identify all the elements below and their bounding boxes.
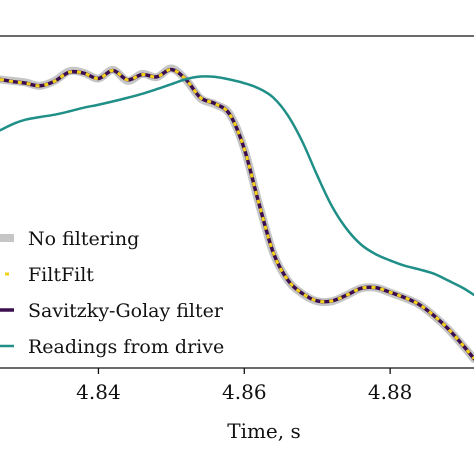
- x-axis-ticks: 4.84 4.86 4.88: [76, 368, 412, 404]
- legend-entry-savitzky-golay: Savitzky-Golay filter: [0, 300, 224, 322]
- series-layer: [0, 64, 474, 364]
- legend-label-savitzky-golay: Savitzky-Golay filter: [28, 300, 224, 322]
- series-readings-from-drive: [0, 75, 474, 297]
- x-axis-label: Time, s: [227, 419, 301, 443]
- series-savitzky-golay: [0, 67, 474, 361]
- x-tick-label: 4.88: [368, 380, 413, 404]
- legend-entry-no-filtering: No filtering: [0, 228, 139, 250]
- x-tick-label: 4.84: [76, 380, 121, 404]
- legend-entry-filtfilt: FiltFilt: [0, 264, 94, 286]
- legend-label-readings-from-drive: Readings from drive: [28, 336, 224, 358]
- plot-area: 4.84 4.86 4.88 Time, s: [0, 35, 474, 443]
- legend-entry-readings-from-drive: Readings from drive: [0, 336, 224, 358]
- legend-label-filtfilt: FiltFilt: [28, 264, 94, 286]
- x-tick-label: 4.86: [222, 380, 267, 404]
- legend-label-no-filtering: No filtering: [28, 228, 139, 250]
- legend: No filtering FiltFilt Savitzky-Golay fil…: [0, 228, 224, 358]
